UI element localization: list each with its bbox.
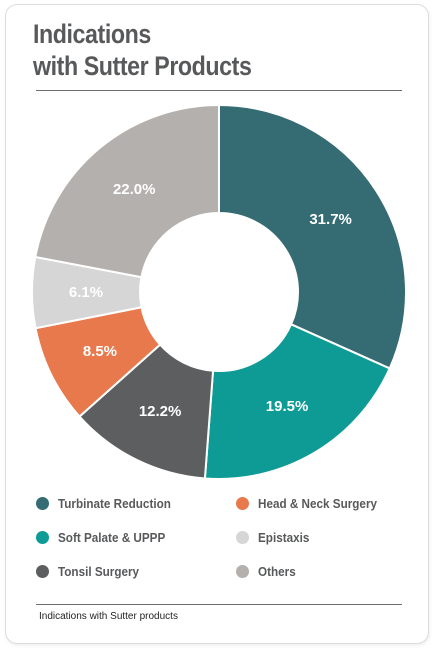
- caption-divider: [36, 604, 402, 605]
- slice-label-head-and-neck-surgery: 8.5%: [83, 343, 117, 360]
- chart-title-line-2: with Sutter Products: [33, 51, 252, 81]
- slice-label-epistaxis: 6.1%: [69, 284, 103, 301]
- slice-label-turbinate-reduction: 31.7%: [309, 211, 352, 228]
- slice-label-others: 22.0%: [113, 181, 156, 198]
- slice-label-tonsil-surgery: 12.2%: [139, 403, 182, 420]
- chart-title: Indications with Sutter Products: [33, 18, 252, 82]
- slice-label-soft-palate-and-uppp: 19.5%: [266, 398, 309, 415]
- title-divider: [36, 90, 402, 91]
- chart-title-line-1: Indications: [33, 19, 151, 49]
- slice-soft-palate-and-uppp: [203, 322, 391, 480]
- slice-turbinate-reduction: [218, 103, 407, 370]
- figure-caption: Indications with Sutter products: [39, 611, 178, 622]
- slice-others: [34, 103, 220, 279]
